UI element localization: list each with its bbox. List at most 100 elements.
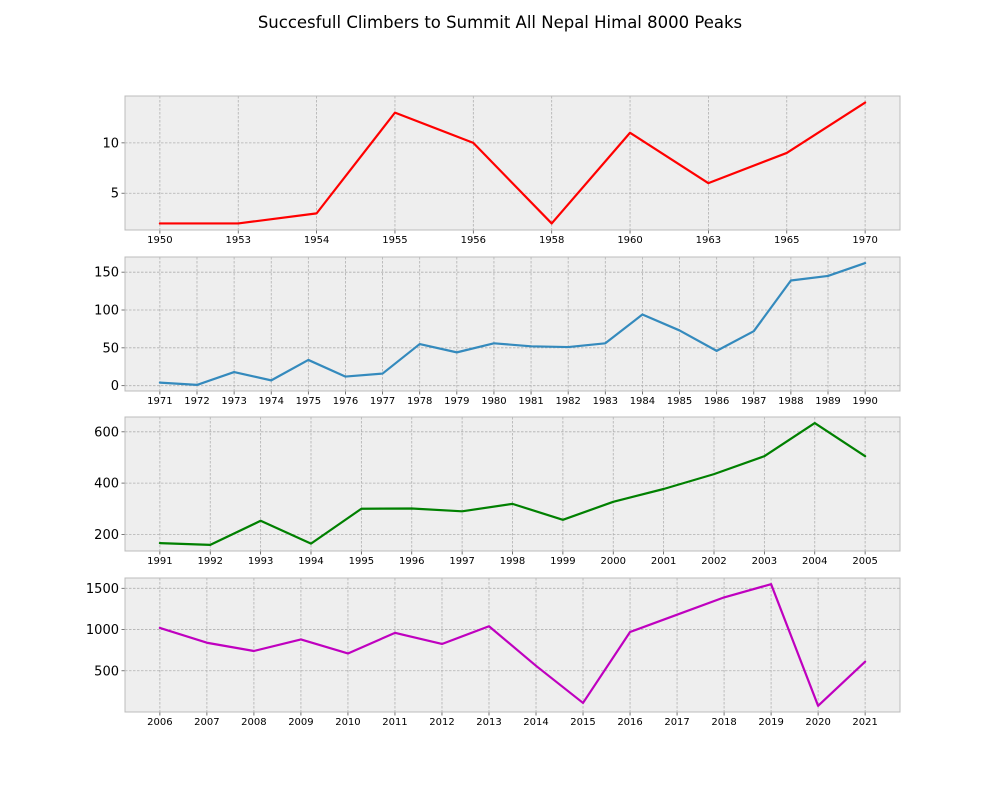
data-point	[455, 350, 459, 354]
x-tick-label: 1975	[296, 396, 321, 407]
x-tick-label: 1950	[147, 235, 172, 246]
x-tick-label: 2008	[241, 717, 266, 728]
data-point	[232, 370, 236, 374]
data-point	[487, 624, 491, 628]
data-point	[158, 626, 162, 630]
x-tick-label: 1984	[630, 396, 655, 407]
data-point	[410, 506, 414, 510]
x-tick-label: 1955	[382, 235, 407, 246]
x-tick-label: 1958	[539, 235, 564, 246]
x-tick-label: 2000	[601, 556, 626, 567]
data-point	[712, 472, 716, 476]
y-tick-label: 500	[94, 664, 119, 679]
data-point	[581, 701, 585, 705]
x-tick-label: 1977	[370, 396, 395, 407]
data-point	[863, 660, 867, 664]
series-line-3	[158, 421, 867, 547]
data-point	[460, 509, 464, 513]
data-point	[205, 641, 209, 645]
x-tick-label: 1999	[550, 556, 575, 567]
data-point	[259, 519, 263, 523]
data-point	[813, 421, 817, 425]
data-point	[863, 101, 867, 105]
data-point	[752, 329, 756, 333]
x-tick-label: 1995	[349, 556, 374, 567]
data-point	[550, 221, 554, 225]
series-line-4	[158, 583, 867, 707]
data-point	[529, 344, 533, 348]
x-tick-label: 2006	[147, 717, 172, 728]
series-line-2	[158, 261, 867, 387]
x-tick-label: 1978	[407, 396, 432, 407]
x-tick-label: 1996	[399, 556, 424, 567]
data-point	[628, 131, 632, 135]
x-tick-label: 1997	[449, 556, 474, 567]
y-tick-label: 1000	[86, 623, 119, 638]
data-point	[236, 221, 240, 225]
data-point	[195, 383, 199, 387]
x-tick-label: 1963	[696, 235, 721, 246]
data-point	[359, 507, 363, 511]
x-tick-label: 1986	[704, 396, 729, 407]
x-tick-label: 1973	[221, 396, 246, 407]
x-tick-label: 2003	[752, 556, 777, 567]
x-tick-label: 1981	[518, 396, 543, 407]
x-tick-label: 1976	[333, 396, 358, 407]
x-tick-label: 2015	[570, 717, 595, 728]
plot-frame	[124, 416, 901, 552]
x-tick-label: 1992	[198, 556, 223, 567]
y-tick-label: 600	[94, 425, 119, 440]
x-tick-label: 1970	[852, 235, 877, 246]
x-tick-label: 2005	[852, 556, 877, 567]
x-tick-label: 2011	[382, 717, 407, 728]
data-point	[252, 649, 256, 653]
y-tick-label: 50	[102, 341, 119, 356]
x-tick-label: 2017	[664, 717, 689, 728]
x-tick-label: 1953	[226, 235, 251, 246]
x-tick-label: 2009	[288, 717, 313, 728]
x-tick-label: 1983	[593, 396, 618, 407]
x-tick-label: 1998	[500, 556, 525, 567]
x-tick-label: 1985	[667, 396, 692, 407]
data-point	[863, 261, 867, 265]
x-tick-label: 2010	[335, 717, 360, 728]
plot-area	[125, 96, 900, 230]
subplot-1: 1950 1953 1954 1955 1956 1958 1960 1963 1965 1970…	[102, 95, 901, 246]
chart-title: Succesfull Climbers to Summit All Nepal …	[257, 13, 743, 32]
plot-frame	[124, 577, 901, 713]
data-point	[306, 358, 310, 362]
x-tick-label: 1991	[147, 556, 172, 567]
x-tick-label: 2007	[194, 717, 219, 728]
data-point	[785, 151, 789, 155]
series-line-1	[158, 101, 867, 225]
data-point	[346, 651, 350, 655]
x-tick-label: 2014	[523, 717, 548, 728]
y-tick-label: 150	[94, 266, 119, 281]
y-tick-label: 5	[111, 187, 119, 202]
data-point	[678, 328, 682, 332]
x-tick-label: 2021	[852, 717, 877, 728]
x-tick-label: 2004	[802, 556, 827, 567]
data-point	[492, 341, 496, 345]
subplot-4: 2006 2007 2008 2009 2010 2011 2012 2013 2014 2015…	[86, 577, 901, 728]
x-tick-label: 1994	[298, 556, 323, 567]
data-point	[715, 349, 719, 353]
data-point	[158, 221, 162, 225]
data-point	[158, 381, 162, 385]
data-point	[611, 500, 615, 504]
data-point	[662, 487, 666, 491]
data-point	[561, 518, 565, 522]
x-tick-label: 1993	[248, 556, 273, 567]
y-tick-label: 200	[94, 528, 119, 543]
data-point	[471, 141, 475, 145]
data-point	[675, 613, 679, 617]
data-point	[440, 642, 444, 646]
data-point	[269, 378, 273, 382]
x-tick-label: 2020	[805, 717, 830, 728]
x-tick-label: 1990	[852, 396, 877, 407]
x-tick-label: 2002	[701, 556, 726, 567]
data-point	[208, 543, 212, 547]
plot-frame	[124, 256, 901, 392]
